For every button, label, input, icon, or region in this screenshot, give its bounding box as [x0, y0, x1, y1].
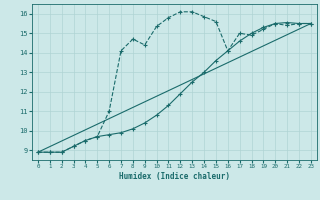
X-axis label: Humidex (Indice chaleur): Humidex (Indice chaleur) [119, 172, 230, 181]
